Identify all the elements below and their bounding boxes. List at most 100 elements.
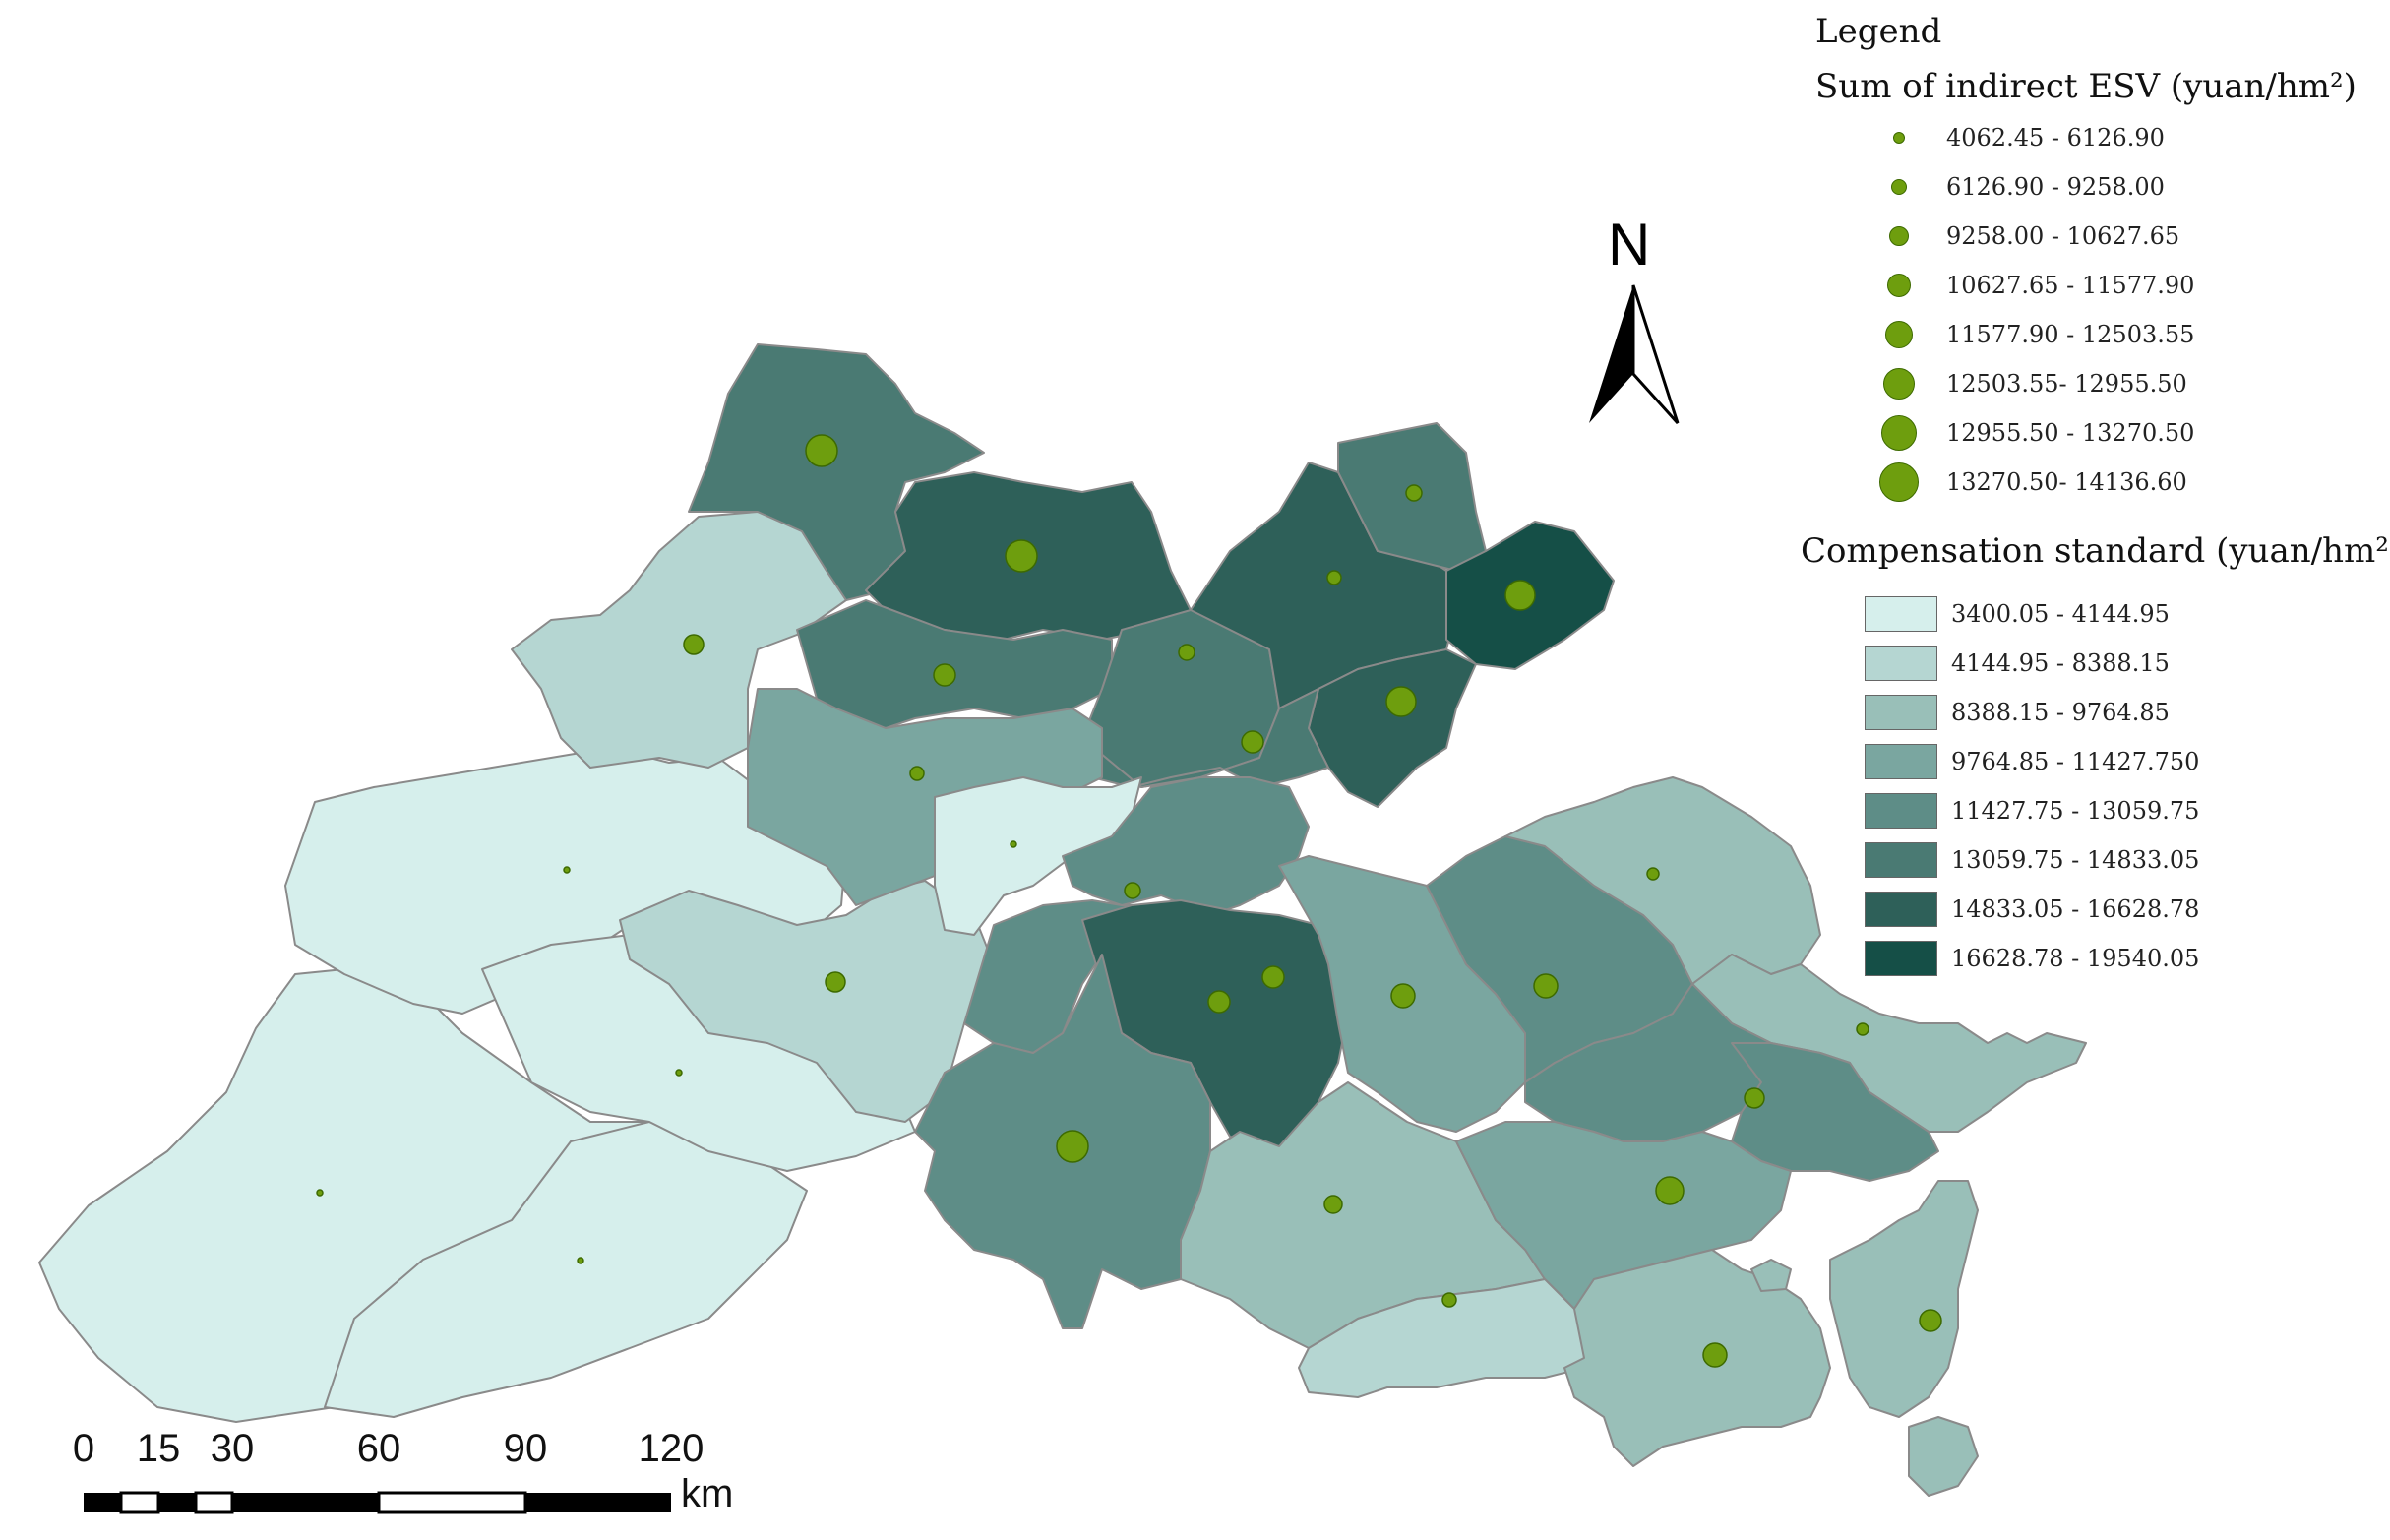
color-legend-swatch [1865,892,1937,927]
symbol-legend-label: 12955.50 - 13270.50 [1946,419,2195,447]
symbol-legend-label: 12503.55- 12955.50 [1946,370,2187,398]
esv-point [1533,973,1559,999]
color-legend-swatch [1865,793,1937,829]
region-southeast-center[interactable] [1455,1121,1792,1310]
esv-point [1390,983,1416,1009]
esv-point [1124,882,1141,899]
color-legend-item: 4144.95 - 8388.15 [1865,644,2170,683]
esv-point [909,766,925,781]
scale-bar [84,1491,671,1514]
color-legend-swatch [1865,695,1937,730]
scale-seg-4 [194,1491,234,1514]
region-northeast-coast[interactable] [1308,648,1477,808]
symbol-legend-item: 11577.90 - 12503.55 [1869,315,2194,354]
esv-point [1207,990,1231,1014]
symbol-legend-item: 12503.55- 12955.50 [1869,364,2187,403]
symbol-legend-label: 13270.50- 14136.60 [1946,468,2187,496]
region-north-top[interactable] [688,343,985,601]
esv-point [1326,570,1342,585]
symbol-legend-dot [1885,321,1913,348]
scale-seg-3 [158,1493,196,1512]
esv-point [1005,539,1038,573]
color-legend-item: 9764.85 - 11427.750 [1865,742,2199,781]
esv-point [1441,1292,1457,1308]
region-northwest-light[interactable] [511,511,847,769]
scale-seg-6 [377,1491,527,1514]
symbol-legend-item: 12955.50 - 13270.50 [1869,413,2194,453]
symbol-legend-dot [1881,415,1917,451]
color-legend-item: 14833.05 - 16628.78 [1865,890,2199,929]
region-island-east[interactable] [1829,1180,1979,1418]
color-legend-item: 8388.15 - 9764.85 [1865,693,2170,732]
symbol-legend-item: 4062.45 - 6126.90 [1869,118,2165,157]
scale-seg-5 [232,1493,379,1512]
esv-point [1744,1087,1765,1109]
esv-point [675,1069,683,1077]
symbol-legend-dot [1879,462,1919,502]
color-legend-label: 4144.95 - 8388.15 [1951,649,2170,677]
symbol-legend-label: 10627.65 - 11577.90 [1946,272,2195,299]
color-legend-item: 13059.75 - 14833.05 [1865,840,2199,880]
esv-point [1178,644,1195,661]
scale-seg-1 [84,1493,121,1512]
scale-bar-tick-label: 90 [503,1427,548,1470]
color-legend-title: Compensation standard (yuan/hm²) [1801,531,2390,571]
esv-point [805,434,838,467]
esv-point [1856,1022,1869,1036]
symbol-legend-item: 13270.50- 14136.60 [1869,462,2187,502]
legend-title: Legend [1815,12,1942,51]
regions [38,343,2087,1497]
symbol-legend-item: 9258.00 - 10627.65 [1869,216,2179,256]
scale-bar-tick-label: 15 [136,1427,181,1470]
symbol-legend-dot [1887,274,1911,297]
scale-seg-2 [119,1491,160,1514]
color-legend-item: 3400.05 - 4144.95 [1865,594,2170,634]
symbol-legend-item: 10627.65 - 11577.90 [1869,266,2194,305]
north-arrow-left [1589,285,1633,423]
color-legend-item: 16628.78 - 19540.05 [1865,939,2199,978]
region-southwest-2[interactable] [324,1121,808,1418]
color-legend-swatch [1865,646,1937,681]
region-south-light[interactable] [1298,1278,1595,1398]
esv-point [1323,1195,1343,1214]
esv-point [1702,1342,1728,1368]
color-legend-label: 13059.75 - 14833.05 [1951,846,2200,874]
symbol-legend-dot [1889,226,1909,246]
esv-point [1646,867,1660,881]
symbol-legend-dot [1893,132,1905,144]
region-east-coast-top[interactable] [1504,776,1821,985]
scale-bar-tick-label: 0 [72,1427,95,1470]
scale-bar-unit: km [681,1472,734,1515]
symbol-legend-dot [1883,368,1915,400]
symbol-legend-label: 4062.45 - 6126.90 [1946,124,2165,152]
color-legend-swatch [1865,842,1937,878]
color-legend-swatch [1865,596,1937,632]
esv-point [1261,965,1285,989]
color-legend-label: 14833.05 - 16628.78 [1951,895,2200,923]
color-legend-label: 16628.78 - 19540.05 [1951,945,2200,972]
esv-point [825,971,846,993]
symbol-points [316,434,1942,1368]
esv-point [1385,686,1417,717]
north-arrow [1589,284,1680,425]
color-legend-label: 8388.15 - 9764.85 [1951,699,2170,726]
region-island-south[interactable] [1908,1416,1979,1497]
esv-point [1010,840,1017,848]
symbol-legend-dot [1891,179,1907,195]
region-island-small[interactable] [1750,1259,1792,1292]
north-arrow-label: N [1608,212,1651,277]
region-center-north[interactable] [1081,688,1329,788]
region-east-dark[interactable] [1731,1042,1939,1182]
esv-point [1056,1130,1089,1163]
esv-point [1919,1309,1942,1332]
color-legend-label: 3400.05 - 4144.95 [1951,600,2170,628]
region-south-east[interactable] [1563,1249,1831,1467]
scale-bar-tick-label: 30 [210,1427,255,1470]
color-legend-label: 9764.85 - 11427.750 [1951,748,2200,775]
symbol-legend-title: Sum of indirect ESV (yuan/hm²) [1815,67,2357,106]
scale-bar-tick-label: 60 [356,1427,401,1470]
esv-point [1504,580,1536,611]
symbol-legend-item: 6126.90 - 9258.00 [1869,167,2165,207]
esv-point [933,663,956,687]
